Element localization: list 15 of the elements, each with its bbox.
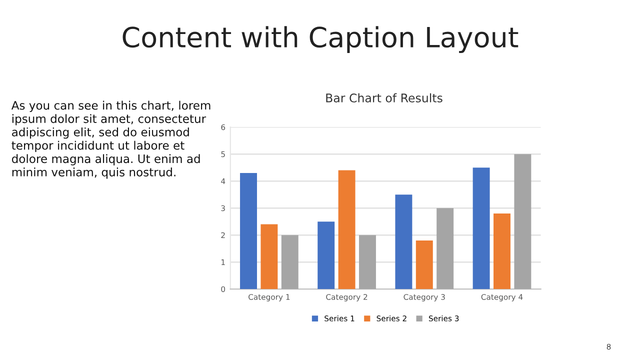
bar	[338, 170, 356, 290]
bar	[514, 154, 532, 290]
text: As you can see in this chart, lorem ipsum dolor sit amet, consectetur adipiscing elit, sed do eiusmod tempor incididunt ut labore et dolore magna aliqua. Ut enim ad minim veniam, quis nostrud.	[11, 100, 210, 179]
chart-subtitle: Bar Chart of Results	[326, 93, 442, 102]
chart-title: Content with Caption Layout	[122, 26, 518, 54]
bar	[436, 208, 454, 290]
bar	[416, 240, 433, 290]
bar	[281, 235, 298, 290]
bar	[240, 172, 257, 290]
bar	[472, 168, 490, 290]
bar	[318, 222, 335, 290]
bar	[359, 235, 376, 290]
bar	[494, 213, 510, 290]
bar	[260, 224, 278, 290]
bar	[395, 194, 412, 290]
